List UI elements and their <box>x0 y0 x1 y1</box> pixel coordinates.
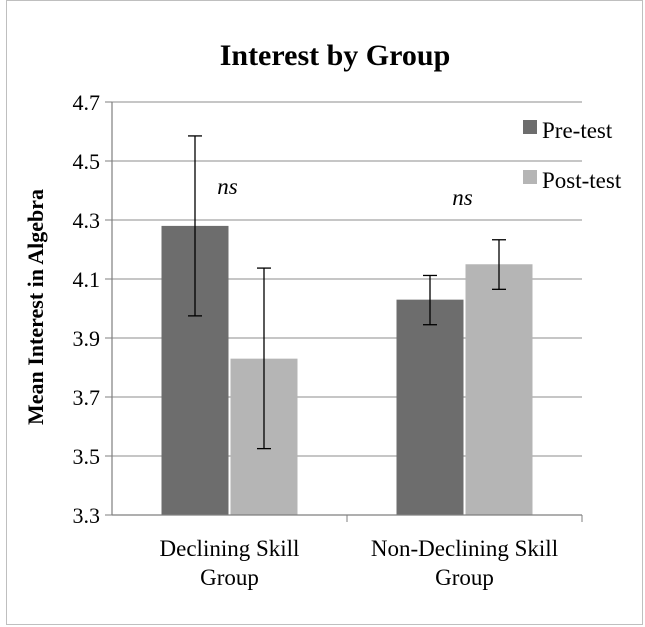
y-axis-label: Mean Interest in Algebra <box>23 189 48 425</box>
legend-label: Post-test <box>542 168 622 193</box>
category-label: Group <box>200 565 259 590</box>
significance-note: ns <box>452 185 473 210</box>
y-tick-label: 4.3 <box>73 208 101 233</box>
bar <box>465 264 533 515</box>
y-tick-label: 3.9 <box>73 326 101 351</box>
category-label: Non-Declining Skill <box>371 536 558 561</box>
y-tick-label: 3.5 <box>73 444 101 469</box>
y-tick-label: 4.1 <box>73 267 101 292</box>
legend-label: Pre-test <box>542 118 613 143</box>
annotations: ns ns <box>217 174 473 210</box>
y-tick-labels: 4.7 4.5 4.3 4.1 3.9 3.7 3.5 3.3 <box>73 90 101 528</box>
y-tick-label: 3.3 <box>73 503 101 528</box>
category-label: Group <box>435 565 494 590</box>
category-label: Declining Skill <box>160 536 300 561</box>
error-bars <box>188 135 506 450</box>
y-tick-label: 4.7 <box>73 90 101 115</box>
legend-swatch <box>523 120 537 134</box>
y-tick-label: 3.7 <box>73 385 101 410</box>
legend-swatch <box>523 170 537 184</box>
bar <box>396 299 464 515</box>
bars <box>161 225 533 515</box>
axes <box>105 101 583 522</box>
chart-title: Interest by Group <box>220 39 451 72</box>
legend: Pre-test Post-test <box>523 118 622 193</box>
y-tick-label: 4.5 <box>73 149 101 174</box>
significance-note: ns <box>217 174 238 199</box>
category-labels: Declining Skill Group Non-Declining Skill G… <box>160 536 559 590</box>
